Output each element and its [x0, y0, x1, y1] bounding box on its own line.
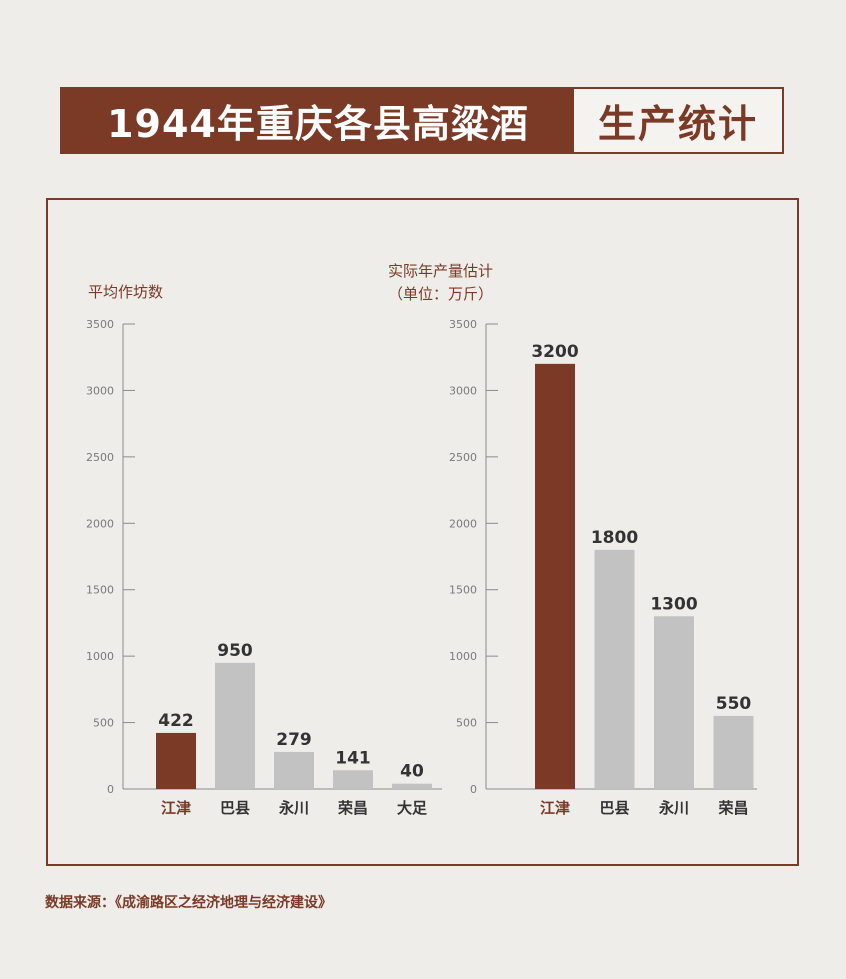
- right-data-label: 550: [716, 694, 752, 714]
- left-data-label: 279: [276, 730, 312, 750]
- right-y-tick-label: 1000: [449, 650, 477, 663]
- right-y-tick-label: 3500: [449, 318, 477, 331]
- left-y-tick-label: 500: [93, 717, 114, 730]
- left-y-tick-label: 2000: [86, 517, 114, 530]
- chart-title: 1944年重庆各县高粱酒: [62, 89, 574, 152]
- left-y-tick-label: 2500: [86, 451, 114, 464]
- left-y-tick-label: 3000: [86, 384, 114, 397]
- left-bar: [392, 783, 432, 789]
- left-y-tick-label: 3500: [86, 318, 114, 331]
- left-x-tick-label: 大足: [397, 799, 428, 817]
- left-bar: [215, 662, 255, 789]
- right-y-tick-label: 3000: [449, 384, 477, 397]
- right-data-label: 3200: [531, 342, 578, 362]
- left-y-tick-label: 1500: [86, 584, 114, 597]
- left-x-tick-label: 江津: [161, 799, 191, 817]
- left-y-tick-label: 1000: [86, 650, 114, 663]
- left-y-axis-label: 平均作坊数: [88, 283, 163, 301]
- right-y-tick-label: 0: [470, 783, 477, 796]
- right-y-tick-label: 1500: [449, 584, 477, 597]
- right-y-axis-label: （单位：万斤）: [388, 285, 493, 303]
- left-x-tick-label: 荣昌: [337, 799, 368, 817]
- title-bar: 1944年重庆各县高粱酒 生产统计: [60, 87, 784, 154]
- data-source: 数据来源：《成渝路区之经济地理与经济建设》: [45, 895, 332, 911]
- right-bar: [535, 363, 575, 789]
- right-data-label: 1800: [591, 528, 638, 548]
- right-x-tick-label: 巴县: [599, 799, 629, 817]
- right-y-tick-label: 2500: [449, 451, 477, 464]
- right-data-label: 1300: [650, 594, 697, 614]
- left-bar: [333, 770, 373, 789]
- right-y-tick-label: 2000: [449, 517, 477, 530]
- chart-frame: [46, 198, 799, 866]
- left-x-tick-label: 巴县: [220, 799, 250, 817]
- chart-subtitle: 生产统计: [597, 102, 758, 146]
- left-x-tick-label: 永川: [278, 799, 309, 817]
- right-x-tick-label: 荣昌: [717, 799, 748, 817]
- left-bar: [156, 732, 196, 789]
- right-y-tick-label: 500: [456, 717, 477, 730]
- right-y-axis-label: 实际年产量估计: [388, 262, 493, 280]
- left-data-label: 422: [158, 711, 194, 731]
- left-y-tick-label: 0: [107, 783, 114, 796]
- left-bar: [274, 751, 314, 789]
- right-bar: [594, 549, 635, 789]
- left-data-label: 141: [335, 748, 371, 768]
- right-x-tick-label: 江津: [540, 799, 570, 817]
- left-data-label: 950: [217, 641, 253, 661]
- left-data-label: 40: [400, 762, 424, 782]
- right-bar: [654, 616, 694, 789]
- right-x-tick-label: 永川: [658, 799, 689, 817]
- right-bar: [713, 715, 754, 789]
